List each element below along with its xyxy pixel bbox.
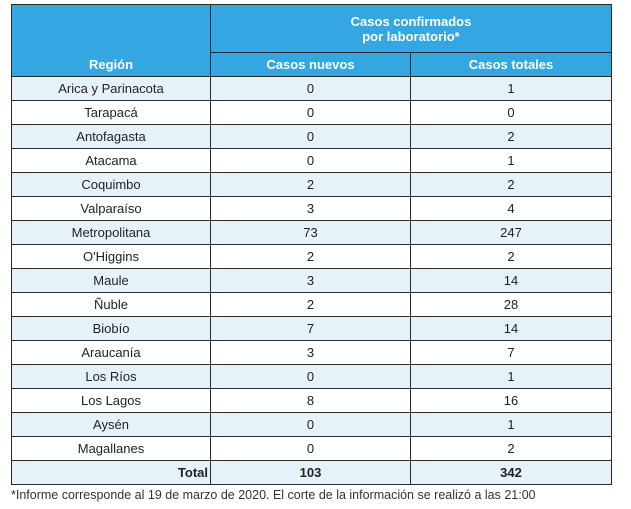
region-cell: Metropolitana xyxy=(11,220,211,245)
region-cell: O'Higgins xyxy=(11,244,211,269)
region-cell: Ñuble xyxy=(11,292,211,317)
total-cases-cell: 2 xyxy=(410,436,612,461)
region-cell: Valparaíso xyxy=(11,196,211,221)
total-new-cases: 103 xyxy=(210,460,411,485)
new-cases-cell: 7 xyxy=(210,316,411,341)
total-cases-cell: 4 xyxy=(410,196,612,221)
total-row: Total 103 342 xyxy=(11,460,612,485)
new-cases-cell: 2 xyxy=(210,172,411,197)
region-cell: Biobío xyxy=(11,316,211,341)
total-cases-cell: 1 xyxy=(410,76,612,101)
total-label: Total xyxy=(11,460,211,485)
cases-table: Casos confirmados por laboratorio* Regió… xyxy=(11,4,612,485)
column-header-region: Región xyxy=(11,52,211,77)
new-cases-cell: 3 xyxy=(210,340,411,365)
group-header-line-1: Casos confirmados xyxy=(350,13,472,29)
region-cell: Arica y Parinacota xyxy=(11,76,211,101)
table-row: O'Higgins 2 2 xyxy=(11,244,612,269)
total-cases-cell: 14 xyxy=(410,268,612,293)
table-row: Tarapacá 0 0 xyxy=(11,100,612,125)
new-cases-cell: 3 xyxy=(210,196,411,221)
region-cell: Magallanes xyxy=(11,436,211,461)
group-header: Casos confirmados por laboratorio* xyxy=(210,4,612,53)
table-row: Los Lagos 8 16 xyxy=(11,388,612,413)
group-header-line-2: por laboratorio* xyxy=(362,28,460,44)
total-cases-cell: 1 xyxy=(410,412,612,437)
table-row: Aysén 0 1 xyxy=(11,412,612,437)
region-cell: Los Lagos xyxy=(11,388,211,413)
column-header-new-cases: Casos nuevos xyxy=(210,52,411,77)
total-cases-cell: 2 xyxy=(410,124,612,149)
table-row: Araucanía 3 7 xyxy=(11,340,612,365)
new-cases-cell: 2 xyxy=(210,244,411,269)
table-row: Antofagasta 0 2 xyxy=(11,124,612,149)
total-cases-cell: 14 xyxy=(410,316,612,341)
new-cases-cell: 73 xyxy=(210,220,411,245)
region-cell: Atacama xyxy=(11,148,211,173)
region-cell: Antofagasta xyxy=(11,124,211,149)
total-cases-cell: 28 xyxy=(410,292,612,317)
new-cases-cell: 0 xyxy=(210,100,411,125)
footnote: *Informe corresponde al 19 de marzo de 2… xyxy=(11,488,536,502)
region-cell: Maule xyxy=(11,268,211,293)
new-cases-cell: 0 xyxy=(210,364,411,389)
total-cases-cell: 1 xyxy=(410,148,612,173)
new-cases-cell: 0 xyxy=(210,436,411,461)
new-cases-cell: 2 xyxy=(210,292,411,317)
table-row: Magallanes 0 2 xyxy=(11,436,612,461)
new-cases-cell: 0 xyxy=(210,412,411,437)
region-cell: Coquimbo xyxy=(11,172,211,197)
new-cases-cell: 8 xyxy=(210,388,411,413)
total-cases-cell: 16 xyxy=(410,388,612,413)
new-cases-cell: 3 xyxy=(210,268,411,293)
table-row: Biobío 7 14 xyxy=(11,316,612,341)
total-cases-cell: 2 xyxy=(410,172,612,197)
column-header-total-cases: Casos totales xyxy=(410,52,612,77)
table-row: Arica y Parinacota 0 1 xyxy=(11,76,612,101)
table-row: Coquimbo 2 2 xyxy=(11,172,612,197)
total-cases-cell: 0 xyxy=(410,100,612,125)
total-cumulative-cases: 342 xyxy=(410,460,612,485)
blank-header-cell xyxy=(11,4,211,53)
region-cell: Aysén xyxy=(11,412,211,437)
total-cases-cell: 247 xyxy=(410,220,612,245)
new-cases-cell: 0 xyxy=(210,76,411,101)
table-row: Maule 3 14 xyxy=(11,268,612,293)
total-cases-cell: 2 xyxy=(410,244,612,269)
total-cases-cell: 1 xyxy=(410,364,612,389)
total-cases-cell: 7 xyxy=(410,340,612,365)
region-cell: Araucanía xyxy=(11,340,211,365)
table-row: Los Ríos 0 1 xyxy=(11,364,612,389)
table-row: Atacama 0 1 xyxy=(11,148,612,173)
region-cell: Tarapacá xyxy=(11,100,211,125)
new-cases-cell: 0 xyxy=(210,124,411,149)
table-body: Arica y Parinacota 0 1 Tarapacá 0 0 Antofagast… xyxy=(11,76,612,485)
table-row: Ñuble 2 28 xyxy=(11,292,612,317)
new-cases-cell: 0 xyxy=(210,148,411,173)
table-row: Metropolitana 73 247 xyxy=(11,220,612,245)
table-row: Valparaíso 3 4 xyxy=(11,196,612,221)
region-cell: Los Ríos xyxy=(11,364,211,389)
